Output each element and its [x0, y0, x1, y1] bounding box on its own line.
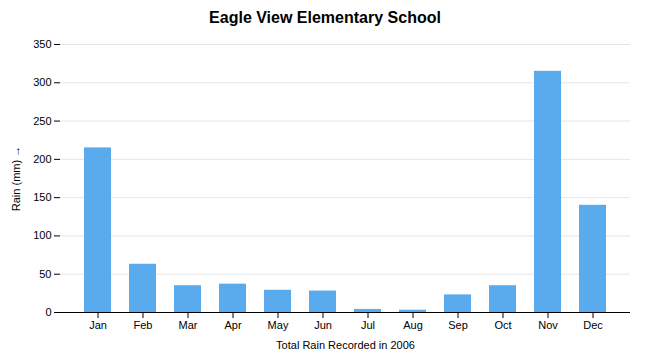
- svg-text:Sep: Sep: [448, 319, 468, 331]
- svg-text:150: 150: [33, 191, 51, 203]
- svg-text:Nov: Nov: [538, 319, 558, 331]
- svg-text:250: 250: [33, 115, 51, 127]
- svg-text:Mar: Mar: [179, 319, 198, 331]
- svg-text:Aug: Aug: [403, 319, 423, 331]
- svg-text:0: 0: [45, 306, 51, 318]
- svg-text:Rain (mm) →: Rain (mm) →: [10, 146, 22, 211]
- svg-text:300: 300: [33, 76, 51, 88]
- html-text:Eagle View Elementary School: Eagle View Elementary School: [209, 9, 441, 26]
- svg-text:Oct: Oct: [494, 319, 511, 331]
- svg-text:100: 100: [33, 229, 51, 241]
- svg-text:200: 200: [33, 153, 51, 165]
- svg-text:Apr: Apr: [224, 319, 241, 331]
- svg-text:Jun: Jun: [314, 319, 332, 331]
- svg-text:May: May: [268, 319, 289, 331]
- svg-text:Jul: Jul: [361, 319, 375, 331]
- svg-text:Dec: Dec: [583, 319, 603, 331]
- svg-text:350: 350: [33, 38, 51, 50]
- svg-text:Jan: Jan: [89, 319, 107, 331]
- svg-text:50: 50: [39, 268, 51, 280]
- svg-text:Feb: Feb: [134, 319, 153, 331]
- svg-text:Total Rain Recorded in 2006: Total Rain Recorded in 2006: [276, 339, 415, 351]
